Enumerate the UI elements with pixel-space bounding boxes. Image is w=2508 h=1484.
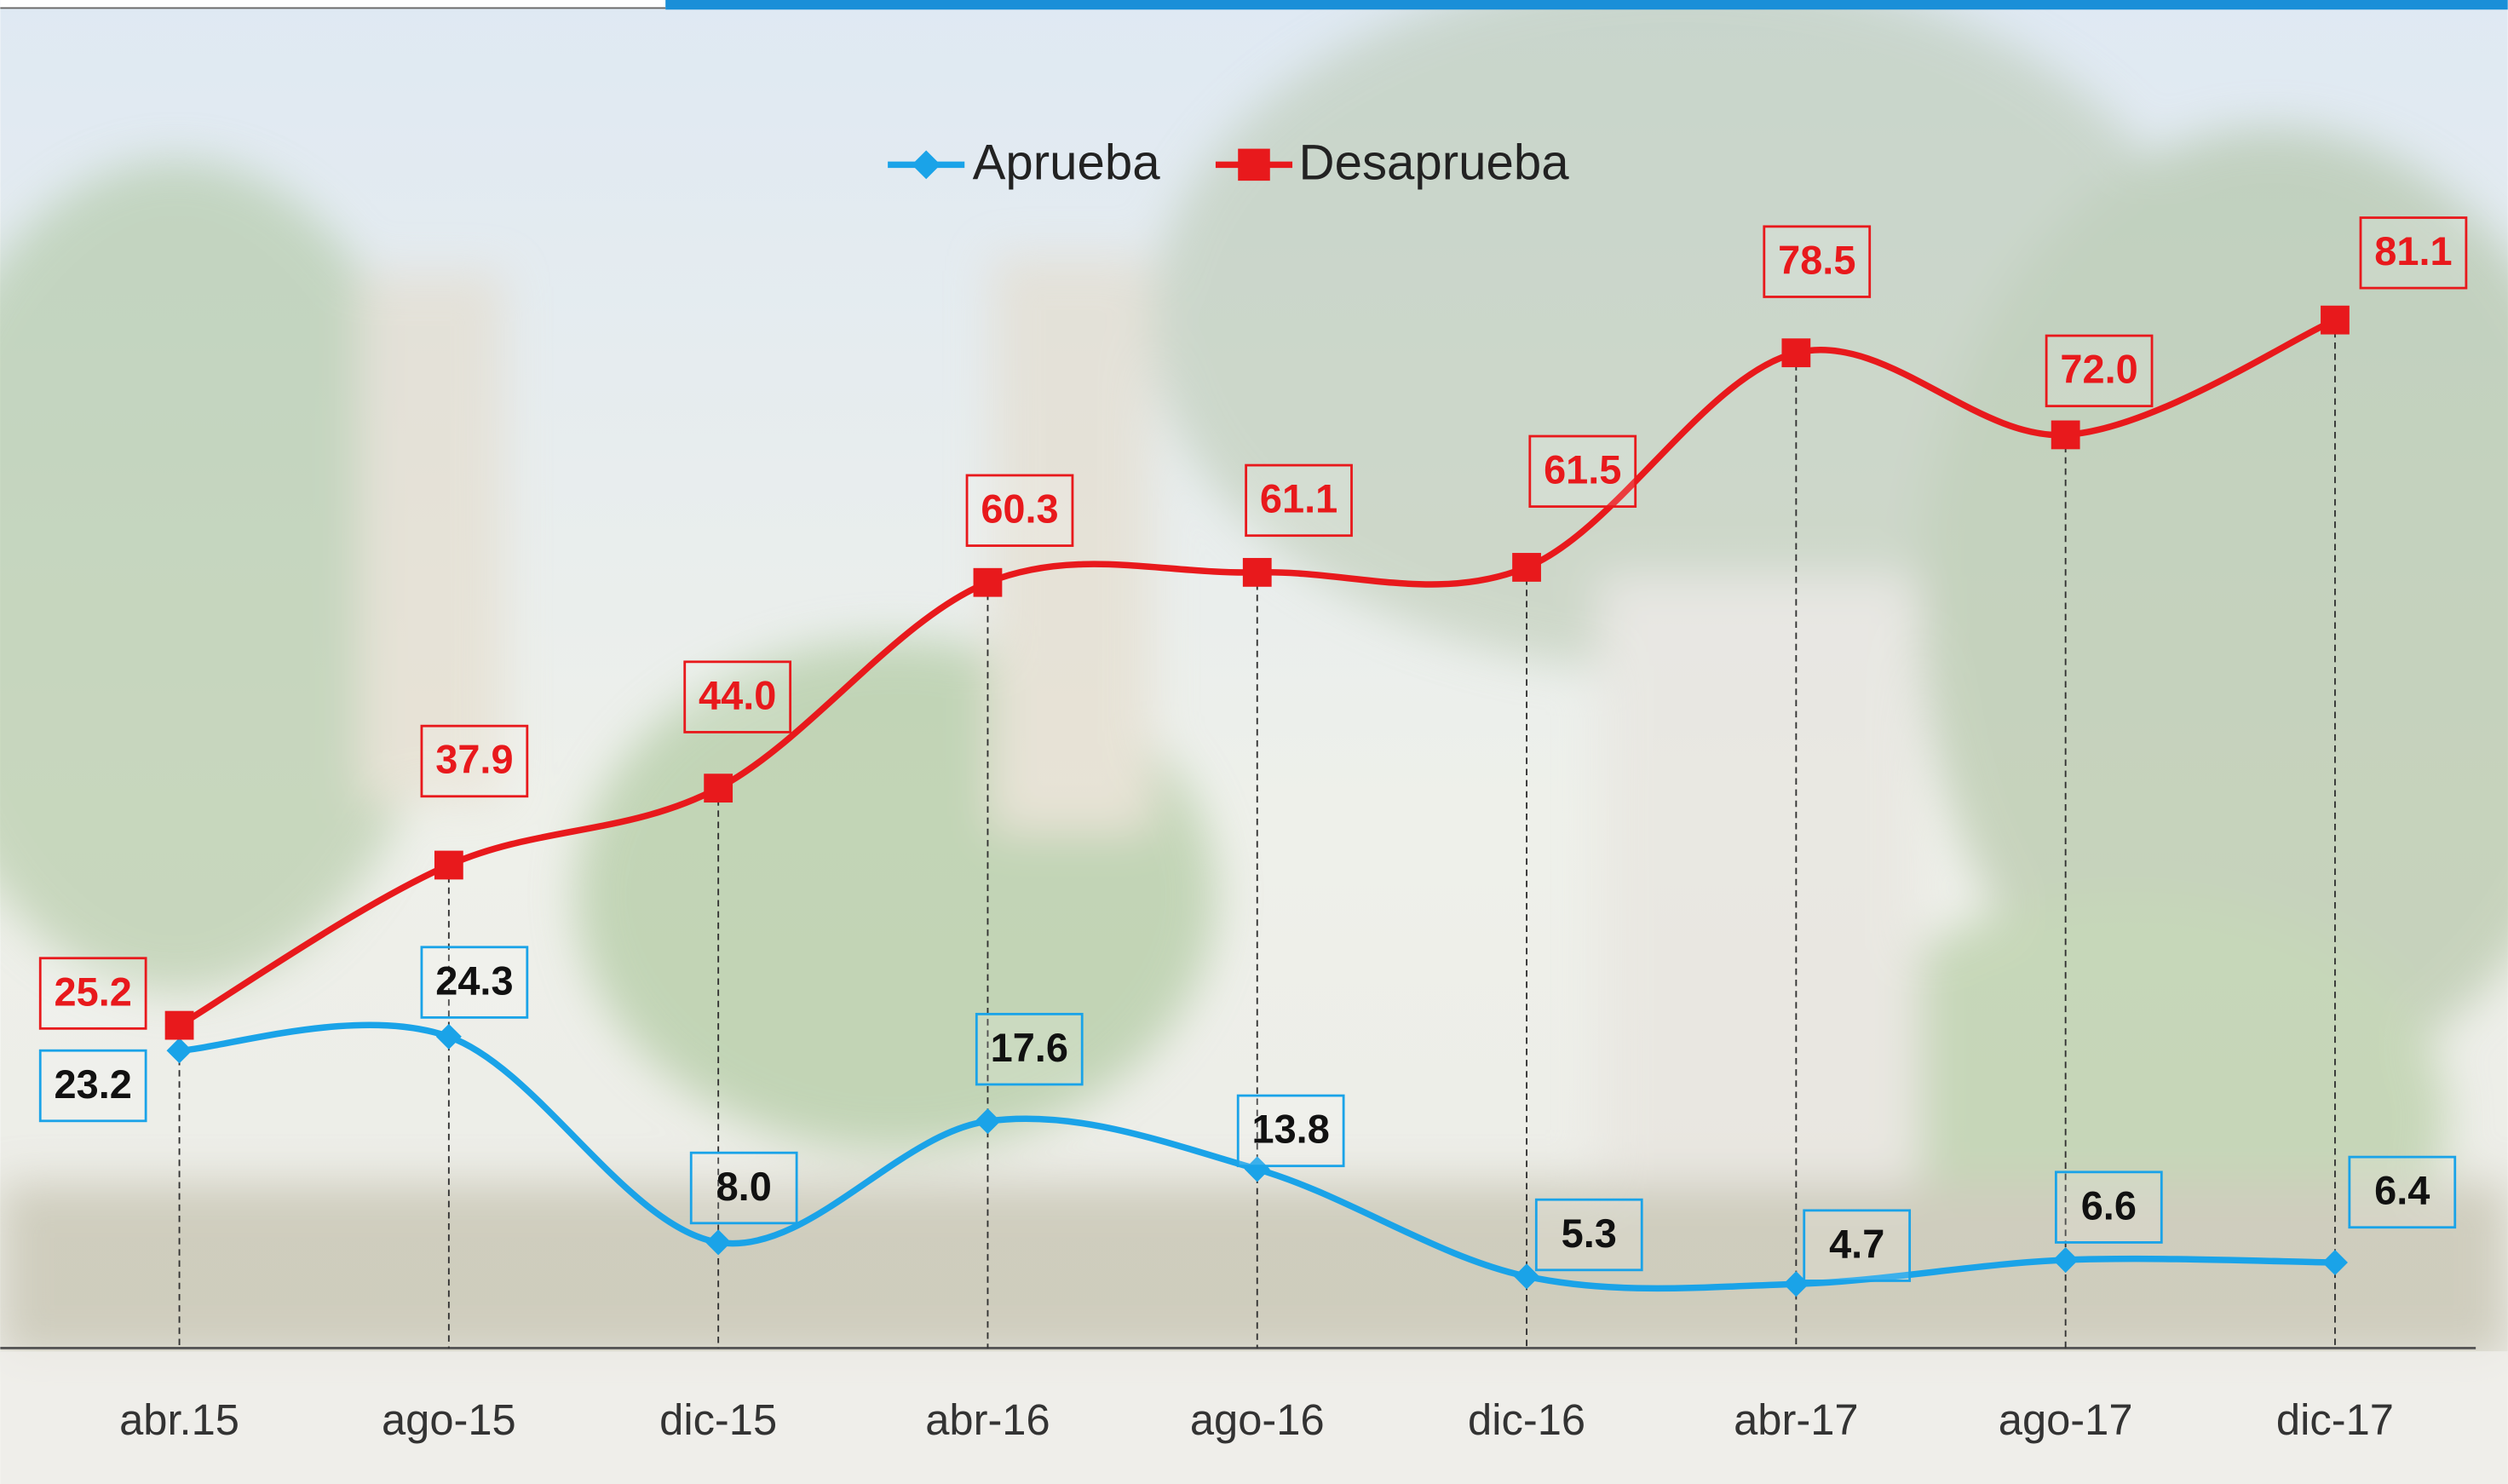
legend-label: Aprueba <box>973 135 1161 191</box>
data-label-text: 6.4 <box>2374 1169 2430 1213</box>
data-label-box <box>965 474 1074 547</box>
x-tick-label: abr.15 <box>119 1395 239 1444</box>
x-tick-label: abr-17 <box>1734 1395 1858 1444</box>
data-label-box <box>2054 1171 2163 1244</box>
x-tick-label: dic-16 <box>1468 1395 1585 1444</box>
data-label-text: 8.0 <box>716 1165 772 1209</box>
data-label-text: 17.6 <box>991 1026 1068 1070</box>
data-label-text: 24.3 <box>435 958 513 1003</box>
data-label-text: 23.2 <box>55 1062 132 1107</box>
point-marker <box>1783 1271 1809 1297</box>
data-label: 44.0 <box>683 660 792 733</box>
point-marker <box>1781 338 1811 368</box>
x-tick-label: dic-15 <box>659 1395 777 1444</box>
point-marker <box>1242 557 1272 587</box>
legend-label: Desaprueba <box>1299 135 1570 191</box>
data-label-text: 44.0 <box>699 673 776 717</box>
point-marker <box>164 1010 194 1040</box>
data-label: 78.5 <box>1763 225 1872 298</box>
point-marker <box>1514 1263 1540 1290</box>
data-label: 5.3 <box>1534 1198 1643 1272</box>
data-label-text: 81.1 <box>2374 229 2452 273</box>
data-label: 17.6 <box>975 1012 1084 1086</box>
data-label: 72.0 <box>2045 334 2154 408</box>
data-label: 60.3 <box>965 474 1074 547</box>
data-label-box <box>1803 1209 1912 1282</box>
point-marker <box>973 567 1003 597</box>
point-marker <box>704 774 733 803</box>
data-label: 8.0 <box>689 1151 798 1225</box>
data-label-text: 72.0 <box>2060 348 2137 392</box>
data-label-text: 37.9 <box>435 738 513 782</box>
x-tick-label: dic-17 <box>2276 1395 2394 1444</box>
data-label-box <box>1236 1094 1345 1168</box>
data-label: 6.6 <box>2054 1171 2163 1244</box>
x-tick-label: ago-16 <box>1190 1395 1325 1444</box>
point-marker <box>166 1038 193 1064</box>
data-label: 61.5 <box>1528 434 1637 509</box>
point-marker <box>2051 420 2080 450</box>
data-label: 23.2 <box>38 1049 147 1123</box>
data-label-box <box>1245 463 1353 538</box>
data-label-box <box>1528 434 1637 509</box>
data-label-box <box>683 660 792 733</box>
point-marker <box>975 1108 1001 1135</box>
point-marker <box>1512 553 1541 582</box>
data-label-text: 5.3 <box>1562 1211 1617 1256</box>
data-label-box <box>689 1151 798 1225</box>
data-label-box <box>2348 1155 2457 1229</box>
data-label-text: 25.2 <box>55 969 132 1014</box>
data-label-box <box>2359 216 2468 290</box>
data-label-box <box>420 724 529 798</box>
data-label-box <box>38 957 147 1030</box>
data-label-box <box>38 1049 147 1123</box>
data-label-text: 4.7 <box>1829 1222 1884 1266</box>
point-marker <box>2321 1250 2348 1276</box>
series-line <box>179 1021 2335 1292</box>
point-marker <box>2321 305 2350 335</box>
data-label-text: 61.5 <box>1544 448 1621 492</box>
x-tick-label: ago-17 <box>1999 1395 2133 1444</box>
data-label-text: 78.5 <box>1778 238 1855 282</box>
data-label: 13.8 <box>1236 1094 1345 1168</box>
data-label-box <box>1763 225 1872 298</box>
legend-marker <box>1238 148 1270 181</box>
data-label: 4.7 <box>1803 1209 1912 1282</box>
x-tick-label: abr-16 <box>925 1395 1050 1444</box>
data-label-box <box>420 946 529 1019</box>
data-label-text: 61.1 <box>1260 477 1337 521</box>
data-label-text: 13.8 <box>1252 1107 1330 1152</box>
point-marker <box>1244 1156 1270 1182</box>
data-label-text: 6.6 <box>2081 1183 2137 1228</box>
data-label-text: 60.3 <box>981 487 1058 532</box>
data-label-box <box>975 1012 1084 1086</box>
data-label: 81.1 <box>2359 216 2468 290</box>
data-label: 25.2 <box>38 957 147 1030</box>
data-label: 37.9 <box>420 724 529 798</box>
data-label: 61.1 <box>1245 463 1353 538</box>
data-label: 24.3 <box>420 946 529 1019</box>
data-label-box <box>1534 1198 1643 1272</box>
data-label-box <box>2045 334 2154 408</box>
data-label: 6.4 <box>2348 1155 2457 1229</box>
point-marker <box>434 850 463 880</box>
x-tick-label: ago-15 <box>382 1395 516 1444</box>
